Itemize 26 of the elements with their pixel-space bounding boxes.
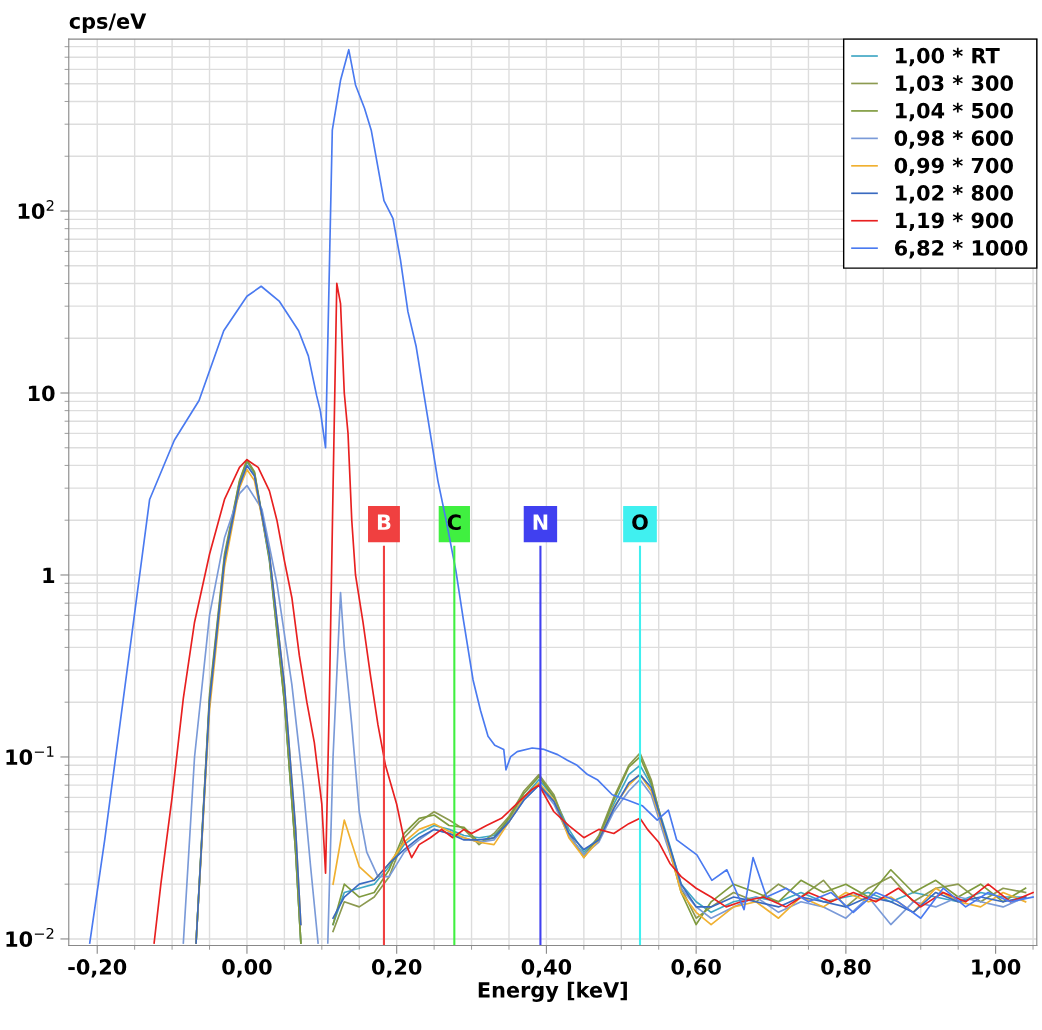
legend-label: 1,00 * RT <box>896 47 1000 67</box>
x-tick-label: 0,40 <box>521 959 572 978</box>
legend-label: 0,99 * 700 <box>894 157 1013 177</box>
y-tick-label: 10$^{−1}$ <box>6 746 54 766</box>
x-tick-label: 0,60 <box>671 959 721 978</box>
legend-label: 0,98 * 600 <box>894 130 1013 149</box>
legend-label: 1,03 * 300 <box>896 75 1013 94</box>
ref-line-label: C <box>447 514 461 531</box>
y-tick-label: 1 <box>43 567 55 583</box>
x-tick-label: 1,00 <box>972 959 1021 978</box>
x-tick-label: -0,20 <box>68 959 127 978</box>
legend-label: 1,02 * 800 <box>896 185 1013 204</box>
legend-label: 1,04 * 500 <box>896 102 1013 122</box>
ref-line-label: O <box>632 514 648 531</box>
x-tick-label: 0,20 <box>371 959 422 978</box>
y-tick-label: 10$^{2}$ <box>18 199 54 220</box>
y-tick-label: 10$^{−2}$ <box>6 927 54 947</box>
ref-line-label: N <box>533 514 548 530</box>
y-axis-title: cps/eV <box>69 13 147 33</box>
x-axis-title: Energy [keV] <box>478 981 627 1002</box>
legend-label: 1,19 * 900 <box>896 212 1013 231</box>
x-tick-label: 0,00 <box>222 959 272 978</box>
ref-line-label: B <box>377 514 391 530</box>
x-tick-label: 0,80 <box>821 959 871 978</box>
legend-label: 6,82 * 1000 <box>894 240 1028 259</box>
y-tick-label: 10 <box>28 385 55 402</box>
